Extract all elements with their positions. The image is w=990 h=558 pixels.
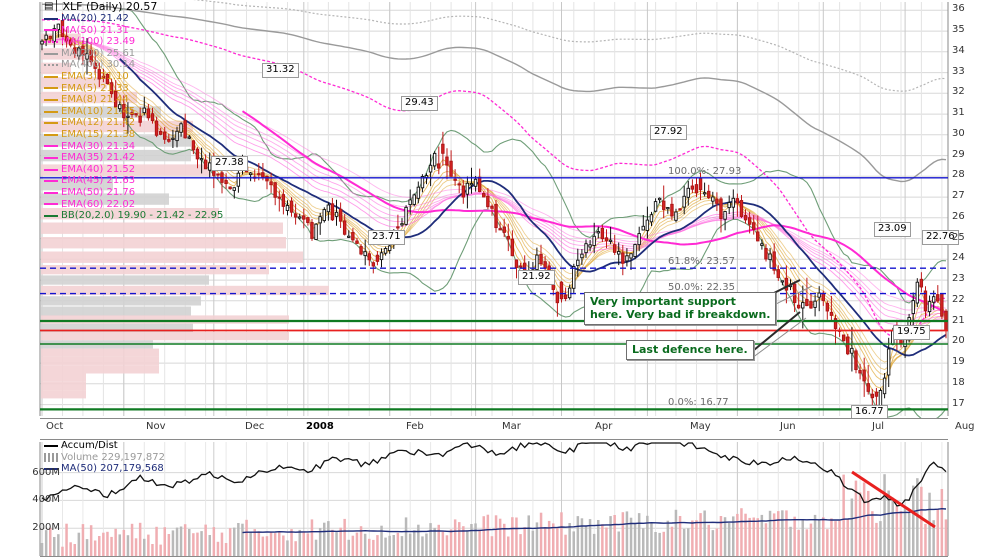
x-axis-tick-label: Aug bbox=[955, 421, 975, 432]
price-marker-label: 21.92 bbox=[518, 270, 555, 285]
y-axis-tick-label: 36 bbox=[952, 3, 965, 15]
x-axis-tick-label: Mar bbox=[502, 421, 521, 432]
y-axis-tick-label: 17 bbox=[952, 397, 965, 409]
fib-level-label: 100.0%: 27.93 bbox=[668, 165, 742, 177]
volume-chart-canvas bbox=[39, 442, 949, 557]
price-marker-label: 23.09 bbox=[874, 222, 911, 237]
y-axis-tick-label: 19 bbox=[952, 356, 965, 368]
y-axis-tick-label: 18 bbox=[952, 376, 965, 388]
y-axis-tick-label: 22 bbox=[952, 293, 965, 305]
fib-level-label: 61.8%: 23.57 bbox=[668, 256, 735, 268]
price-chart-panel[interactable] bbox=[0, 0, 990, 418]
price-marker-label: 27.38 bbox=[211, 156, 248, 171]
volume-bars bbox=[40, 474, 948, 556]
y-axis-tick-label: 32 bbox=[952, 86, 965, 98]
volume-trendline bbox=[851, 470, 936, 529]
y-axis-tick-label: 26 bbox=[952, 210, 965, 222]
chart-annotation[interactable]: Very important support here. Very bad if… bbox=[584, 292, 777, 325]
y-axis-tick-label: 21 bbox=[952, 314, 965, 326]
fib-lines bbox=[40, 177, 948, 411]
volume-ma50-line bbox=[242, 507, 947, 534]
volume-y-axis-tick-label: 600M bbox=[32, 466, 60, 478]
price-marker-label: 19.75 bbox=[893, 325, 930, 340]
volume-by-price bbox=[41, 33, 329, 399]
y-axis-tick-label: 25 bbox=[952, 231, 965, 243]
y-axis-tick-label: 20 bbox=[952, 335, 965, 347]
x-axis-tick-label: Nov bbox=[146, 421, 166, 432]
x-axis-tick-label: 2008 bbox=[306, 421, 334, 432]
x-axis-tick-label: Jul bbox=[872, 421, 885, 432]
price-marker-label: 23.71 bbox=[368, 230, 405, 245]
x-axis-tick-label: Oct bbox=[46, 421, 64, 432]
y-axis-tick-label: 31 bbox=[952, 107, 965, 119]
y-axis-tick-label: 28 bbox=[952, 169, 965, 181]
accum-dist-line bbox=[41, 442, 947, 507]
y-axis-tick-label: 30 bbox=[952, 127, 965, 139]
volume-chart-panel[interactable]: Accum/Dist Volume 229,197,872 MA(50) 207,1… bbox=[0, 440, 990, 558]
price-marker-label: 22.76 bbox=[922, 230, 959, 245]
chart-annotation[interactable]: Last defence here. bbox=[626, 340, 754, 360]
y-axis-tick-label: 23 bbox=[952, 273, 965, 285]
x-axis-tick-label: Feb bbox=[406, 421, 424, 432]
date-axis: Oct Nov Dec 2008 Feb Mar Apr May Jun Jul Aug bbox=[0, 418, 990, 440]
volume-y-axis-tick-label: 400M bbox=[32, 494, 60, 506]
y-axis-tick-label: 24 bbox=[952, 252, 965, 264]
price-chart-canvas bbox=[39, 0, 949, 418]
y-axis-tick-label: 33 bbox=[952, 65, 965, 77]
volume-y-axis-tick-label: 200M bbox=[32, 522, 60, 534]
y-axis-tick-label: 27 bbox=[952, 190, 965, 202]
x-axis-tick-label: Jun bbox=[780, 421, 796, 432]
x-axis-tick-label: Dec bbox=[245, 421, 265, 432]
fib-level-label: 50.0%: 22.35 bbox=[668, 281, 735, 293]
date-axis-canvas bbox=[40, 418, 948, 440]
x-axis-tick-label: Apr bbox=[595, 421, 613, 432]
fib-level-label: 0.0%: 16.77 bbox=[668, 397, 729, 409]
price-marker-label: 29.43 bbox=[401, 96, 438, 111]
price-marker-label: 27.92 bbox=[650, 125, 687, 140]
y-axis-tick-label: 35 bbox=[952, 24, 965, 36]
y-axis-tick-label: 29 bbox=[952, 148, 965, 160]
y-axis-tick-label: 34 bbox=[952, 44, 965, 56]
price-marker-label: 31.32 bbox=[262, 63, 299, 78]
x-axis-tick-label: May bbox=[690, 421, 711, 432]
